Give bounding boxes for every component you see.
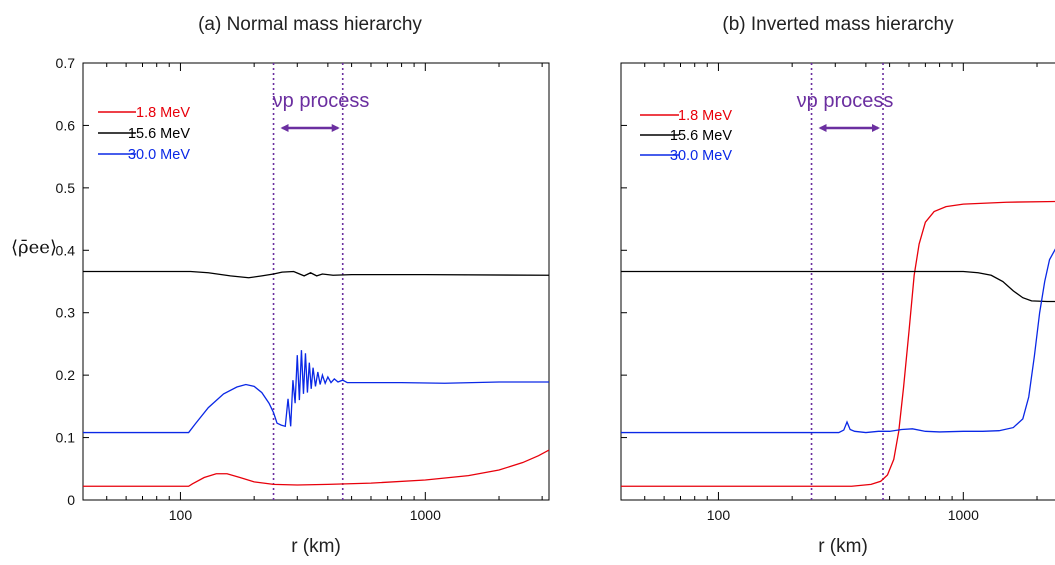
panel-a-x-axis-label: r (km) bbox=[291, 536, 341, 557]
legend-a-label-3: 30.0 MeV bbox=[128, 147, 190, 163]
y-tick-label: 0.5 bbox=[56, 180, 76, 196]
y-tick-label: 0.3 bbox=[56, 305, 76, 321]
panel-b-title: (b) Inverted mass hierarchy bbox=[722, 14, 954, 35]
y-tick-label: 0.4 bbox=[56, 242, 76, 258]
series-line-15_6-MeV bbox=[83, 270, 549, 279]
panel-a-annotation-text: νp process bbox=[273, 90, 370, 112]
panel-b-legend: 1.8 MeV 15.6 MeV 30.0 MeV bbox=[640, 108, 732, 164]
panel-a-series bbox=[83, 270, 549, 487]
y-axis-label: ⟨ρ̄ee⟩ bbox=[11, 237, 57, 258]
series-line-1_8-MeV bbox=[621, 200, 1055, 487]
y-tick-label: 0.1 bbox=[56, 430, 76, 446]
y-tick-label: 0.6 bbox=[56, 117, 76, 133]
panel-inverted-hierarchy: (b) Inverted mass hierarchy 100 1000 νp p… bbox=[620, 14, 1055, 557]
panel-b-series bbox=[621, 200, 1055, 487]
legend-b-label-1: 1.8 MeV bbox=[678, 108, 732, 124]
legend-b-label-3: 30.0 MeV bbox=[670, 148, 732, 164]
panel-a-title: (a) Normal mass hierarchy bbox=[198, 14, 422, 35]
y-tick-label: 0.2 bbox=[56, 367, 76, 383]
y-tick-label: 0.7 bbox=[56, 55, 76, 71]
x-tick-label: 1000 bbox=[948, 507, 979, 523]
panel-b-x-axis-label: r (km) bbox=[818, 536, 868, 557]
x-tick-label: 100 bbox=[707, 507, 731, 523]
panel-b-annotation-text: νp process bbox=[797, 90, 894, 112]
panel-normal-hierarchy: (a) Normal mass hierarchy 00.10.20.30.40… bbox=[11, 14, 550, 557]
panel-b-plot-frame bbox=[620, 62, 1055, 501]
legend-b-label-2: 15.6 MeV bbox=[670, 128, 732, 144]
y-tick-label: 0 bbox=[67, 492, 75, 508]
panel-a-ticks: 0 0.1 0.2 0.3 0.4 0.5 0.6 0.7 100 1000 bbox=[56, 55, 543, 523]
panel-a-legend: 1.8 MeV 15.6 MeV 30.0 MeV bbox=[98, 105, 190, 163]
x-tick-label: 1000 bbox=[410, 507, 441, 523]
panel-a-plot-frame bbox=[82, 62, 550, 501]
panel-b-annotation: νp process bbox=[797, 90, 894, 132]
series-line-30_0-MeV bbox=[621, 248, 1055, 434]
legend-a-label-1: 1.8 MeV bbox=[136, 105, 190, 121]
series-line-15_6-MeV bbox=[621, 270, 1055, 303]
x-tick-label: 100 bbox=[169, 507, 193, 523]
panel-a-annotation: νp process bbox=[273, 90, 370, 132]
series-line-1_8-MeV bbox=[83, 449, 549, 487]
series-line-30_0-MeV bbox=[83, 350, 549, 434]
panel-b-ticks: 100 1000 bbox=[620, 62, 1038, 523]
legend-a-label-2: 15.6 MeV bbox=[128, 126, 190, 142]
